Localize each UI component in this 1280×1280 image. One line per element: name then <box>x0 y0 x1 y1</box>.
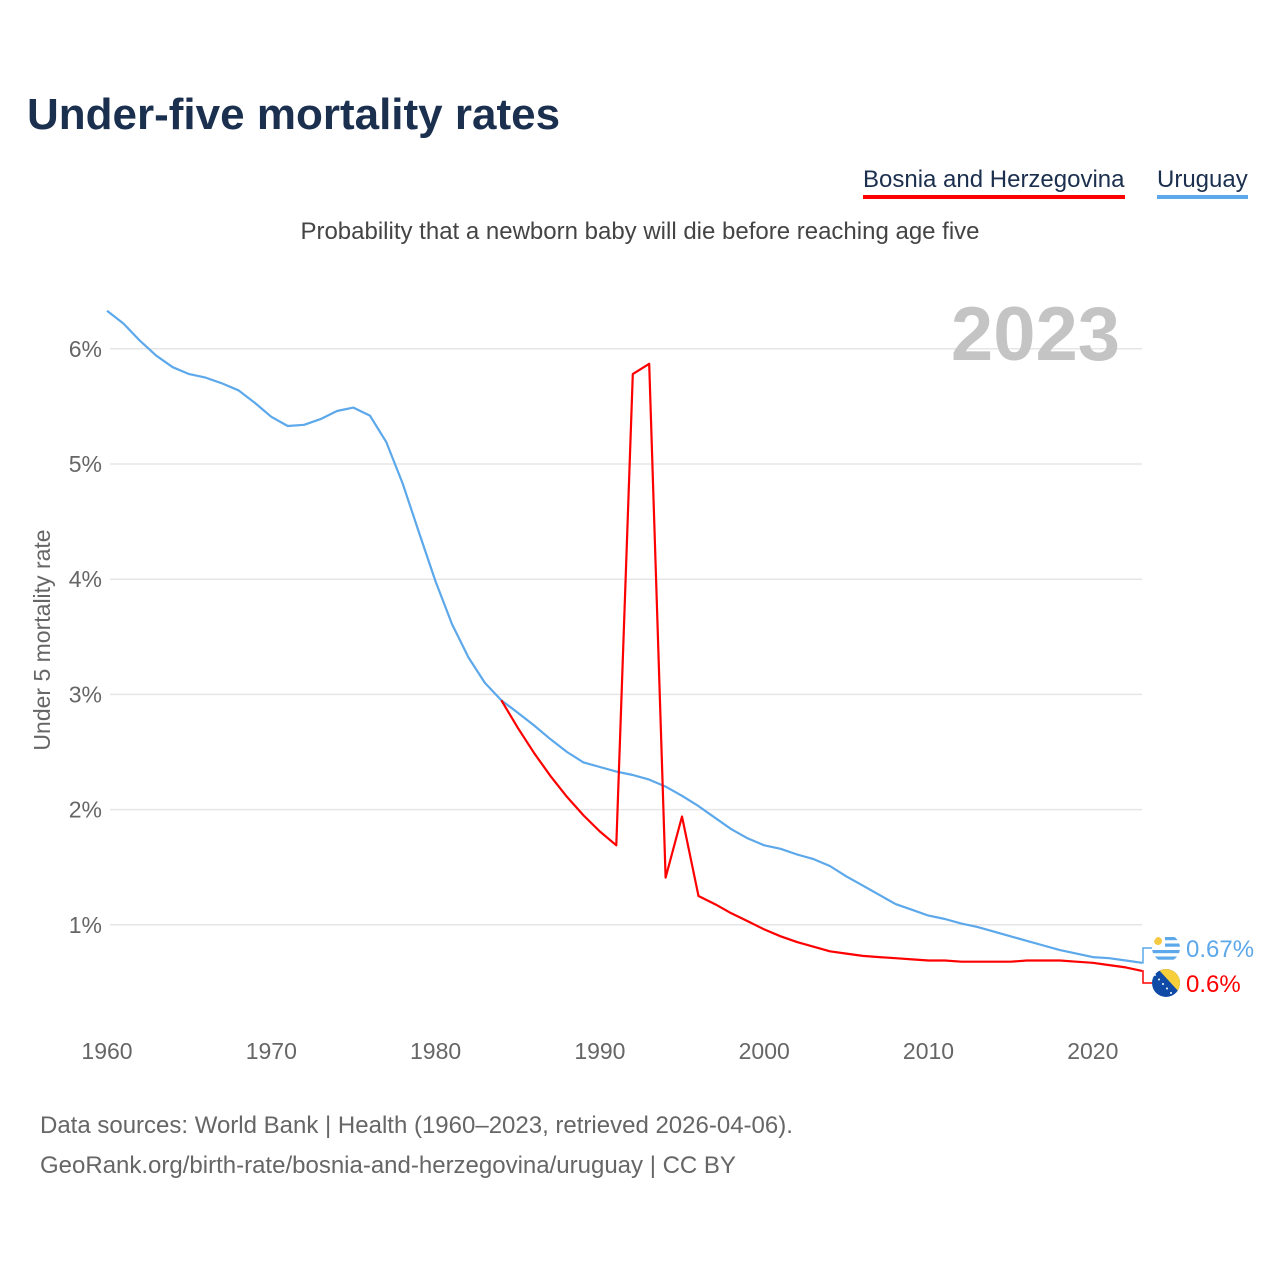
footer-link[interactable]: GeoRank.org/birth-rate/bosnia-and-herzeg… <box>40 1152 736 1179</box>
flag <box>1152 969 1180 997</box>
y-tick-label: 6% <box>69 336 102 362</box>
legend-item-uruguay[interactable]: Uruguay <box>1157 166 1248 199</box>
x-tick-label: 2000 <box>739 1038 790 1064</box>
footer-sources: Data sources: World Bank | Health (1960–… <box>40 1112 793 1139</box>
x-tick-label: 2010 <box>903 1038 954 1064</box>
flag-stripe <box>1152 943 1180 947</box>
y-tick-label: 3% <box>69 681 102 707</box>
flag-star <box>1158 978 1160 981</box>
flag-sun <box>1154 937 1162 945</box>
flag-stripe <box>1152 950 1180 954</box>
flag-star <box>1170 992 1172 994</box>
uruguay-flag-icon <box>1152 934 1180 962</box>
x-tick-label: 1970 <box>246 1038 297 1064</box>
end-value-label: 0.6% <box>1186 971 1241 998</box>
series-line-uruguay <box>106 309 1143 964</box>
flag-stripe <box>1152 937 1180 941</box>
chart-subtitle: Probability that a newborn baby will die… <box>300 218 980 245</box>
year-label: 2023 <box>951 292 1120 377</box>
x-tick-label: 1980 <box>410 1038 461 1064</box>
connector-line <box>1142 970 1152 984</box>
legend-item-bosnia[interactable]: Bosnia and Herzegovina <box>863 166 1125 199</box>
y-tick-label: 1% <box>69 912 102 938</box>
series-line-bosnia-and-herzegovina <box>500 362 1143 972</box>
y-tick-label: 2% <box>69 797 102 823</box>
y-tick-label: 5% <box>69 451 102 477</box>
end-value-label: 0.67% <box>1186 936 1254 963</box>
flag-star <box>1154 974 1156 976</box>
y-axis-label: Under 5 mortality rate <box>29 529 55 750</box>
chart-title: Under-five mortality rates <box>27 90 561 139</box>
flag-star <box>1162 983 1164 985</box>
flag-star <box>1166 987 1168 990</box>
x-tick-label: 1960 <box>81 1038 132 1064</box>
flag-stripe <box>1152 956 1180 960</box>
x-tick-label: 1990 <box>574 1038 625 1064</box>
flag-triangle <box>1158 969 1180 993</box>
y-tick-label: 4% <box>69 566 102 592</box>
flag <box>1152 934 1180 962</box>
footer: Data sources: World Bank | Health (1960–… <box>40 1106 793 1186</box>
x-tick-label: 2020 <box>1067 1038 1118 1064</box>
connector-line <box>1142 947 1152 964</box>
bosnia-flag-icon <box>1152 969 1180 997</box>
